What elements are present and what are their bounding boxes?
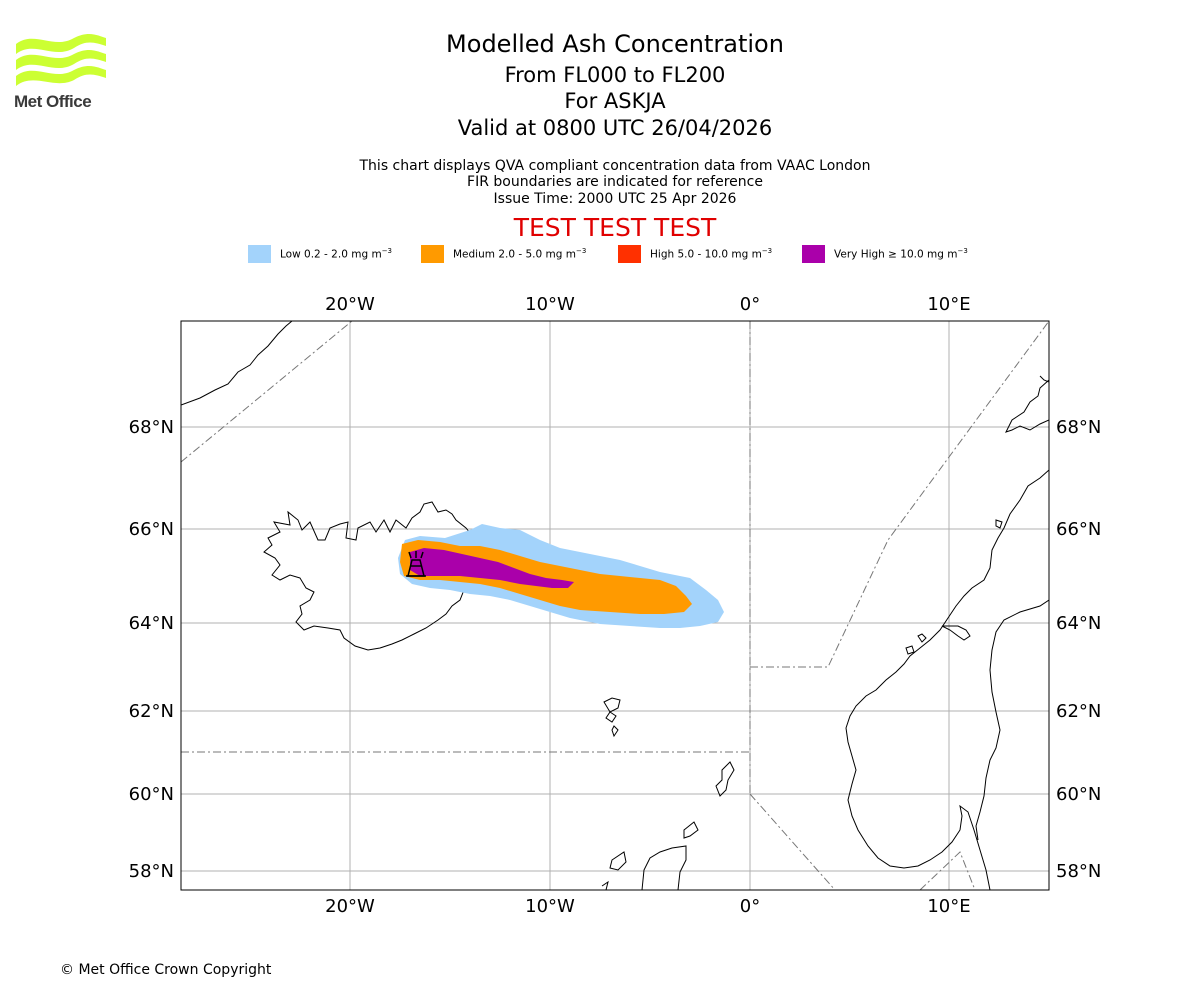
legend-label-very-high: Very High ≥ 10.0 mg m (834, 248, 958, 261)
test-banner: TEST TEST TEST (513, 213, 717, 242)
valid-time: Valid at 0800 UTC 26/04/2026 (457, 116, 773, 140)
ash-very-high (410, 548, 574, 588)
lon-tick-10w-bottom: 10°W (525, 896, 575, 917)
lat-tick-64n-right: 64°N (1056, 613, 1101, 634)
map-frame (180, 320, 1050, 891)
lat-tick-68n-right: 68°N (1056, 417, 1101, 438)
issue-time: Issue Time: 2000 UTC 25 Apr 2026 (493, 191, 737, 207)
volcano-name: For ASKJA (564, 89, 666, 113)
lon-labels-bottom: 20°W 10°W 0° 10°E (325, 896, 970, 917)
greenland-coast (181, 321, 293, 406)
lon-tick-10e-top: 10°E (927, 294, 970, 315)
coastlines (181, 321, 1049, 890)
legend-label-low: Low 0.2 - 2.0 mg m (280, 248, 382, 261)
lon-tick-20w-top: 20°W (325, 294, 375, 315)
legend-label-high: High 5.0 - 10.0 mg m (650, 248, 762, 261)
flight-level-range: From FL000 to FL200 (504, 63, 726, 87)
lat-tick-68n-left: 68°N (129, 417, 174, 438)
gridlines (181, 321, 1049, 890)
lon-labels-top: 20°W 10°W 0° 10°E (325, 294, 970, 315)
lat-tick-66n-right: 66°N (1056, 519, 1101, 540)
fir-boundaries (181, 321, 1049, 890)
iceland-coast (263, 501, 481, 651)
faroes-coast (603, 697, 621, 713)
ash-cloud (398, 524, 724, 628)
legend-swatch-low (248, 245, 271, 263)
met-office-logo-icon (16, 33, 106, 86)
lon-tick-20w-bottom: 20°W (325, 896, 375, 917)
lat-tick-60n-left: 60°N (129, 784, 174, 805)
chart-title: Modelled Ash Concentration (446, 30, 784, 58)
shetland-coast (715, 761, 735, 797)
lon-tick-10w-top: 10°W (525, 294, 575, 315)
subtitle-line-1: This chart displays QVA compliant concen… (359, 158, 871, 174)
lat-tick-62n-left: 62°N (129, 701, 174, 722)
norway-coast (845, 379, 1049, 890)
lat-labels-right: 68°N 66°N 64°N 62°N 60°N 58°N (1056, 417, 1101, 882)
legend-swatch-very-high (802, 245, 825, 263)
lat-tick-58n-left: 58°N (129, 861, 174, 882)
lat-tick-62n-right: 62°N (1056, 701, 1101, 722)
legend-swatch-high (618, 245, 641, 263)
legend-swatch-medium (421, 245, 444, 263)
volcano-icon (406, 551, 426, 577)
lon-tick-10e-bottom: 10°E (927, 896, 970, 917)
lon-tick-0-bottom: 0° (740, 896, 760, 917)
logo-text: Met Office (14, 92, 92, 111)
lat-labels-left: 68°N 66°N 64°N 62°N 60°N 58°N (129, 417, 174, 882)
lat-tick-66n-left: 66°N (129, 519, 174, 540)
lat-tick-58n-right: 58°N (1056, 861, 1101, 882)
copyright-notice: © Met Office Crown Copyright (60, 962, 272, 978)
subtitle-line-2: FIR boundaries are indicated for referen… (467, 174, 763, 190)
scotland-coast (609, 851, 627, 871)
lat-tick-64n-left: 64°N (129, 613, 174, 634)
lat-tick-60n-right: 60°N (1056, 784, 1101, 805)
legend-label-medium: Medium 2.0 - 5.0 mg m (453, 248, 576, 261)
lon-tick-0-top: 0° (740, 294, 760, 315)
